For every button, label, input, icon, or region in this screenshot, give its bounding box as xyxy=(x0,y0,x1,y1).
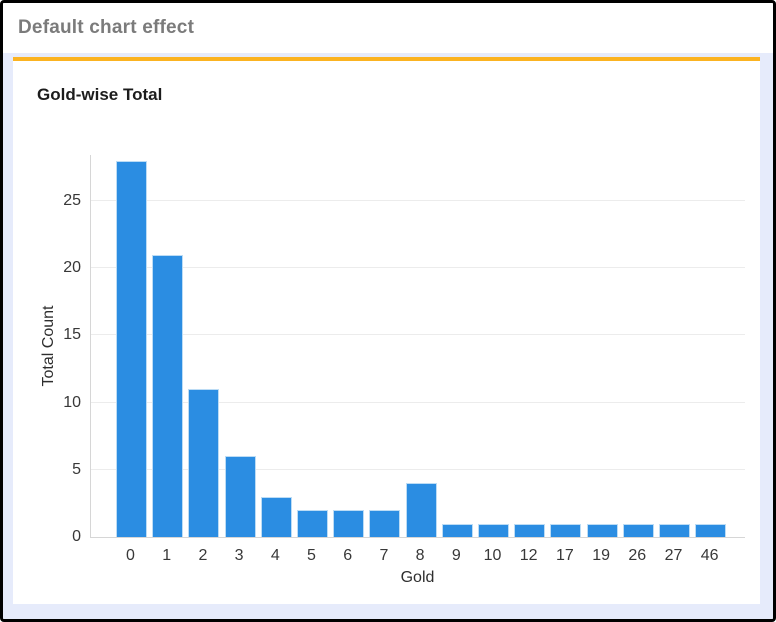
bar-gold-7[interactable] xyxy=(369,510,401,537)
x-tick-8: 8 xyxy=(415,547,425,564)
bar-gold-2[interactable] xyxy=(188,389,220,537)
x-tick-10: 10 xyxy=(483,547,502,564)
x-tick-4: 4 xyxy=(270,547,280,564)
main-area: Gold-wise Total Total Count 0 5 10 15 20 25 0 1… xyxy=(3,53,773,619)
gridline-y15 xyxy=(91,334,745,336)
bar-gold-26[interactable] xyxy=(622,524,654,537)
x-tick-9: 9 xyxy=(451,547,461,564)
bar-gold-3[interactable] xyxy=(224,456,256,537)
gridline-y20 xyxy=(91,267,745,269)
bar-gold-10[interactable] xyxy=(478,524,509,537)
x-tick-3: 3 xyxy=(234,547,244,564)
bar-gold-6[interactable] xyxy=(333,510,365,537)
bar-gold-17[interactable] xyxy=(550,524,582,537)
bar-gold-27[interactable] xyxy=(659,524,690,537)
bar-gold-5[interactable] xyxy=(297,510,328,537)
x-tick-1: 1 xyxy=(162,547,172,564)
x-axis-label: Gold xyxy=(400,569,435,586)
chart-card: Gold-wise Total Total Count 0 5 10 15 20 25 0 1… xyxy=(13,57,760,604)
y-tick-5: 5 xyxy=(72,460,81,478)
x-tick-17: 17 xyxy=(555,547,574,564)
y-tick-10: 10 xyxy=(63,393,81,411)
bar-gold-0[interactable] xyxy=(116,161,147,537)
gridline-y5 xyxy=(91,468,745,470)
y-tick-25: 25 xyxy=(63,192,81,210)
x-tick-27: 27 xyxy=(664,547,683,564)
page-title: Default chart effect xyxy=(18,17,195,38)
bar-gold-46[interactable] xyxy=(695,524,727,537)
x-tick-26: 26 xyxy=(628,547,647,564)
x-tick-2: 2 xyxy=(198,547,208,564)
y-tick-20: 20 xyxy=(63,259,81,277)
window-header: Default chart effect xyxy=(3,3,773,53)
gridline-y10 xyxy=(91,401,745,403)
bar-gold-19[interactable] xyxy=(586,524,618,537)
plot-area xyxy=(90,155,745,538)
x-tick-0: 0 xyxy=(126,547,135,564)
y-tick-0: 0 xyxy=(72,528,81,545)
bar-gold-8[interactable] xyxy=(405,483,437,537)
gridline-y25 xyxy=(91,200,745,202)
chart-title: Gold-wise Total xyxy=(37,85,163,104)
x-tick-7: 7 xyxy=(379,547,389,564)
y-tick-15: 15 xyxy=(63,326,81,344)
bar-gold-9[interactable] xyxy=(441,524,473,537)
x-tick-12: 12 xyxy=(519,547,538,564)
x-tick-46: 46 xyxy=(700,547,719,564)
y-axis-label: Total Count xyxy=(40,305,57,387)
x-tick-5: 5 xyxy=(307,547,316,564)
bar-gold-12[interactable] xyxy=(514,524,546,537)
x-tick-19: 19 xyxy=(592,547,610,564)
x-tick-6: 6 xyxy=(343,547,353,564)
bar-gold-1[interactable] xyxy=(152,255,184,537)
bar-gold-4[interactable] xyxy=(260,497,292,537)
